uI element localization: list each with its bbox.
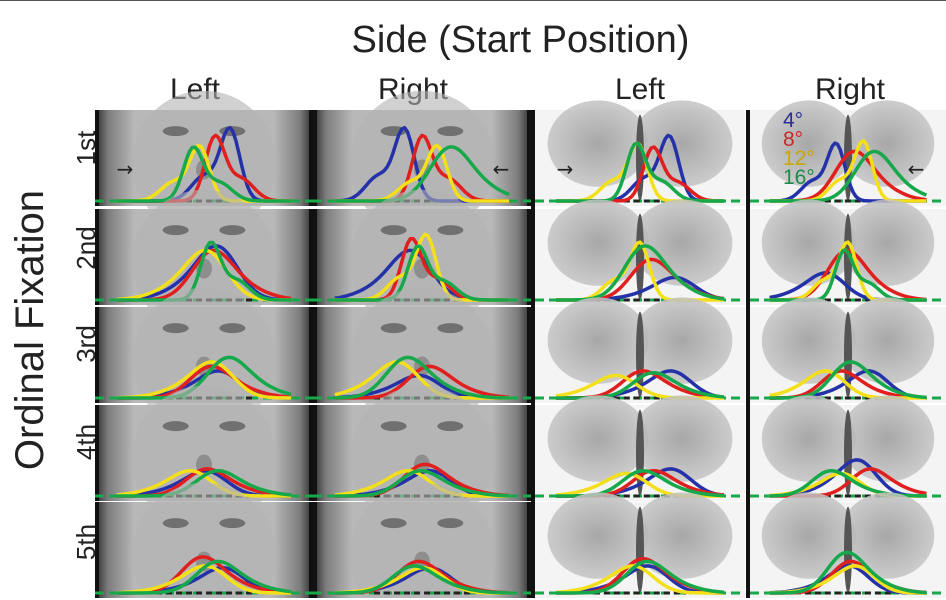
face-eye-left-5-1 bbox=[162, 518, 189, 529]
start-arrow-1-4: ← bbox=[908, 157, 925, 181]
butterfly-wing-right-2-3 bbox=[631, 199, 733, 286]
density-line-3-1-12deg bbox=[116, 360, 292, 400]
butterfly-body-3-4 bbox=[844, 311, 852, 399]
start-arrow-1-1: → bbox=[117, 157, 134, 181]
face-eye-right-5-1 bbox=[219, 518, 246, 529]
face-eye-right-3-1 bbox=[219, 323, 246, 334]
butterfly-wing-right-5-4 bbox=[840, 492, 935, 579]
butterfly-body-5-3 bbox=[636, 506, 644, 594]
legend-item-16: 16° bbox=[783, 166, 815, 189]
face-eye-right-3-2 bbox=[437, 323, 464, 334]
face-eye-right-4-2 bbox=[437, 421, 464, 432]
density-line-3-2-8deg bbox=[334, 364, 510, 400]
butterfly-body-5-4 bbox=[844, 506, 852, 594]
density-line-5-3-12deg bbox=[555, 564, 724, 595]
butterfly-body-2-4 bbox=[844, 213, 852, 301]
legend: 4° 8° 12° 16° bbox=[783, 109, 815, 189]
face-eye-left-2-1 bbox=[162, 225, 189, 236]
butterfly-wing-left-4-4 bbox=[761, 395, 856, 482]
panel-edge-right-3-1 bbox=[309, 307, 313, 403]
butterfly-wing-right-2-4 bbox=[840, 199, 935, 286]
density-line-1-2-16deg bbox=[334, 145, 510, 203]
density-line-3-2-12deg bbox=[334, 360, 510, 400]
butterfly-wing-right-1-4 bbox=[840, 100, 935, 187]
panel-edge-left-2-1 bbox=[95, 209, 99, 305]
panel-edge-left-4-1 bbox=[95, 405, 99, 501]
butterfly-wing-left-3-3 bbox=[547, 297, 649, 384]
face-eye-right-2-2 bbox=[437, 225, 464, 236]
panel-edge-right-1-1 bbox=[309, 110, 313, 206]
column-title-4: Right bbox=[814, 73, 886, 106]
density-line-1-4-16deg bbox=[769, 149, 928, 203]
butterfly-wing-right-5-3 bbox=[631, 492, 733, 579]
start-arrow-1-3: → bbox=[557, 157, 574, 181]
density-line-5-2-16deg bbox=[334, 564, 510, 595]
butterfly-wing-right-4-4 bbox=[840, 395, 935, 482]
column-separator-butterfly bbox=[746, 110, 750, 598]
face-eye-left-1-1 bbox=[162, 126, 189, 137]
face-shape-5-1 bbox=[132, 482, 276, 598]
face-eye-left-2-2 bbox=[380, 225, 407, 236]
panel-edge-right-5-1 bbox=[309, 502, 313, 598]
top-rule bbox=[0, 0, 946, 1]
density-line-2-2-16deg bbox=[334, 244, 510, 302]
panel-edge-left-2-2 bbox=[313, 209, 317, 305]
face-eye-left-4-2 bbox=[380, 421, 407, 432]
density-line-3-2-16deg bbox=[334, 355, 510, 400]
panel-edge-left-5-2 bbox=[313, 502, 317, 598]
butterfly-wing-right-3-3 bbox=[631, 297, 733, 384]
density-line-2-1-16deg bbox=[116, 240, 292, 302]
face-eye-right-1-2 bbox=[437, 126, 464, 137]
panel-edge-right-1-2 bbox=[527, 110, 531, 206]
panel-edge-left-1-1 bbox=[95, 110, 99, 206]
column-title-3: Left bbox=[614, 73, 666, 106]
panel-edge-left-4-2 bbox=[313, 405, 317, 501]
butterfly-wing-right-4-3 bbox=[631, 395, 733, 482]
column-separator-face-butterfly bbox=[531, 110, 535, 598]
legend-item-4: 4° bbox=[783, 109, 804, 132]
butterfly-wing-left-5-4 bbox=[761, 492, 856, 579]
butterfly-wing-right-3-4 bbox=[840, 297, 935, 384]
panel-grid: → ← → ← bbox=[95, 90, 946, 598]
legend-item-12: 12° bbox=[783, 147, 815, 170]
panel-edge-left-3-2 bbox=[313, 307, 317, 403]
density-line-5-3-16deg bbox=[556, 559, 725, 595]
face-eye-right-5-2 bbox=[437, 518, 464, 529]
density-line-4-2-12deg bbox=[334, 468, 510, 498]
density-line-4-1-16deg bbox=[116, 468, 292, 498]
butterfly-wing-left-1-3 bbox=[547, 100, 649, 187]
panel-edge-right-4-1 bbox=[309, 405, 313, 501]
face-eye-left-4-1 bbox=[162, 421, 189, 432]
density-line-5-4-16deg bbox=[769, 550, 927, 595]
butterfly-body-2-3 bbox=[636, 213, 644, 301]
face-eye-left-3-1 bbox=[162, 323, 189, 334]
start-arrow-1-2: ← bbox=[493, 157, 510, 181]
butterfly-wing-left-1-4 bbox=[761, 100, 856, 187]
face-shape-5-2 bbox=[350, 482, 494, 598]
panel-edge-right-4-2 bbox=[527, 405, 531, 501]
super-title: Side (Start Position) bbox=[351, 19, 690, 61]
density-line-3-1-16deg bbox=[116, 355, 292, 400]
legend-item-8: 8° bbox=[783, 128, 804, 151]
face-eye-left-3-2 bbox=[380, 323, 407, 334]
panel-edge-left-1-2 bbox=[313, 110, 317, 206]
panel-edge-left-5-1 bbox=[95, 502, 99, 598]
panel-edge-left-3-1 bbox=[95, 307, 99, 403]
panel-edge-right-2-2 bbox=[527, 209, 531, 305]
density-line-5-1-16deg bbox=[116, 559, 292, 595]
panel-edge-right-5-2 bbox=[527, 502, 531, 598]
face-eye-right-2-1 bbox=[219, 225, 246, 236]
butterfly-wing-left-4-3 bbox=[547, 395, 649, 482]
density-line-1-1-16deg bbox=[116, 145, 292, 203]
face-eye-right-4-1 bbox=[219, 421, 246, 432]
face-eye-left-5-2 bbox=[380, 518, 407, 529]
density-line-1-3-16deg bbox=[556, 141, 724, 203]
density-line-4-2-16deg bbox=[334, 469, 510, 498]
butterfly-wing-left-5-3 bbox=[547, 492, 649, 579]
butterfly-wing-left-3-4 bbox=[761, 297, 856, 384]
butterfly-wing-left-2-3 bbox=[547, 199, 649, 286]
panel-edge-right-2-1 bbox=[309, 209, 313, 305]
panel-edge-right-3-2 bbox=[527, 307, 531, 403]
